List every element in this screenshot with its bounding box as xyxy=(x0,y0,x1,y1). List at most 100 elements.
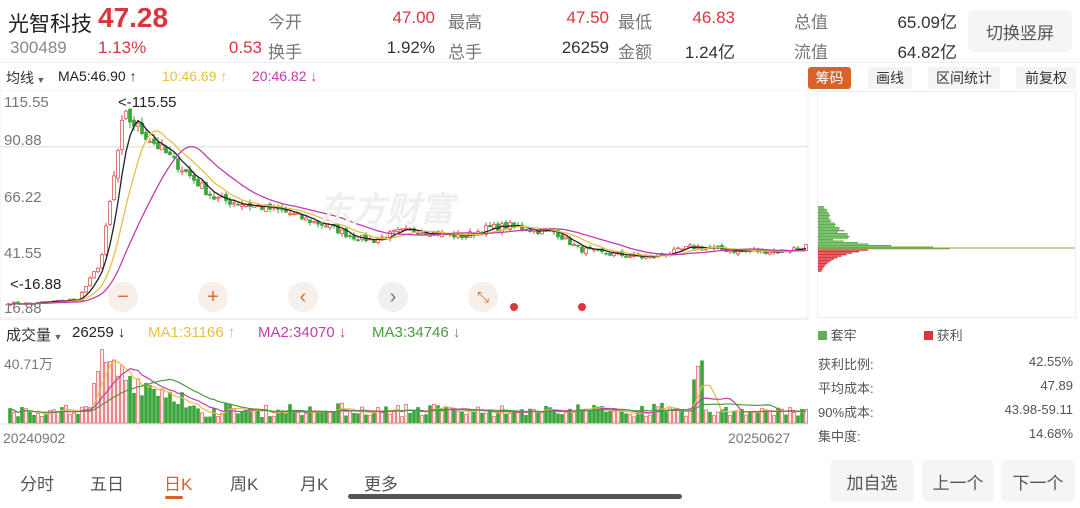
chip-trapped-bar xyxy=(818,207,825,209)
zoom-out-button[interactable]: − xyxy=(108,282,138,312)
y-tick-label: 16.88 xyxy=(4,300,42,317)
add-watchlist-button[interactable]: 加自选 xyxy=(830,460,914,502)
candle xyxy=(400,228,404,231)
candle xyxy=(792,247,796,251)
candlestick-chart[interactable] xyxy=(0,90,810,320)
high-marker: <-115.55 xyxy=(118,94,177,111)
stat-label: 最高 xyxy=(448,13,482,32)
chip-stat-row: 平均成本: 47.89 xyxy=(818,378,1073,396)
pan-left-button[interactable]: ‹ xyxy=(288,282,318,312)
volume-bar xyxy=(172,401,176,424)
volume-bar xyxy=(596,406,600,424)
chip-profit-bar xyxy=(818,255,842,257)
volume-bar xyxy=(464,414,468,424)
chip-trapped-bar xyxy=(818,213,830,215)
tab-1[interactable]: 五日 xyxy=(90,475,124,494)
previous-button[interactable]: 上一个 xyxy=(922,460,994,502)
volume-bar xyxy=(68,414,72,424)
tab-3[interactable]: 周K xyxy=(230,475,259,494)
candle xyxy=(608,252,612,256)
volume-bar xyxy=(84,406,88,424)
volume-bar xyxy=(220,413,224,424)
scrollbar[interactable] xyxy=(348,494,682,499)
volume-bar xyxy=(740,409,744,424)
candle xyxy=(340,229,344,234)
candle xyxy=(176,158,180,170)
end-date: 20250627 xyxy=(728,430,791,446)
volume-bar xyxy=(716,411,720,424)
volume-bar xyxy=(156,395,160,424)
stock-code: 300489 xyxy=(10,38,67,57)
range-stats-button[interactable]: 区间统计 xyxy=(928,67,1000,89)
volume-bar xyxy=(396,405,400,424)
stat-value: 64.82亿 xyxy=(897,43,957,62)
candle xyxy=(168,151,172,156)
volume-bar xyxy=(564,411,568,424)
volume-bar xyxy=(792,411,796,424)
chip-profit-bar xyxy=(818,269,823,271)
volume-value: 26259 ↓ xyxy=(72,324,126,341)
candle xyxy=(128,108,132,123)
volume-bar xyxy=(492,416,496,424)
draw-line-button[interactable]: 画线 xyxy=(868,67,912,89)
volume-bar xyxy=(112,359,116,424)
volume-bar xyxy=(52,409,56,424)
chip-profit-bar xyxy=(818,252,853,254)
volume-bar xyxy=(300,415,304,424)
volume-bar xyxy=(644,415,648,424)
volume-bar xyxy=(556,413,560,424)
volume-bar xyxy=(648,414,652,424)
volume-bar xyxy=(308,406,312,424)
volume-bar xyxy=(428,405,432,424)
pan-right-button[interactable]: › xyxy=(378,282,408,312)
candle xyxy=(644,256,648,259)
volume-bar xyxy=(176,404,180,424)
volume-bar xyxy=(636,412,640,424)
stat-value: 1.24亿 xyxy=(684,43,735,62)
volume-bar xyxy=(348,410,352,424)
volume-bar xyxy=(332,411,336,424)
volume-bar xyxy=(588,409,592,424)
candle xyxy=(288,213,292,216)
volume-bar xyxy=(656,406,660,424)
candle xyxy=(100,254,104,269)
adjust-button[interactable]: 前复权 xyxy=(1016,67,1076,89)
chip-trapped-bar xyxy=(818,219,832,221)
candle xyxy=(208,193,212,196)
tab-5[interactable]: 更多 xyxy=(364,475,398,494)
volume-bar xyxy=(356,413,360,424)
volume-bar xyxy=(784,414,788,424)
chip-trapped-bar xyxy=(818,233,848,235)
volume-ma-line xyxy=(9,378,807,414)
chip-profit-bar xyxy=(818,249,868,251)
volume-bar xyxy=(632,416,636,424)
volume-bar xyxy=(296,412,300,424)
volume-bar xyxy=(664,411,668,424)
stat-value: 47.00 xyxy=(392,8,435,27)
volume-bar xyxy=(756,411,760,424)
volume-bar xyxy=(660,402,664,424)
candle xyxy=(528,230,532,233)
tab-2[interactable]: 日K xyxy=(164,475,193,494)
tab-4[interactable]: 月K xyxy=(300,475,329,494)
candle xyxy=(184,169,188,172)
candle xyxy=(304,217,308,221)
y-tick-label: 90.88 xyxy=(4,132,42,149)
collapse-icon[interactable]: ⤡ xyxy=(468,282,498,312)
candle xyxy=(212,196,216,200)
zoom-in-button[interactable]: + xyxy=(198,282,228,312)
tab-0[interactable]: 分时 xyxy=(20,475,54,494)
ma-selector[interactable]: 均线 ▼ xyxy=(6,68,45,88)
candle xyxy=(88,277,92,287)
volume-bar xyxy=(748,411,752,424)
switch-portrait-button[interactable]: 切换竖屏 xyxy=(968,10,1072,52)
chips-tool-button[interactable]: 筹码 xyxy=(808,67,851,89)
volume-selector[interactable]: 成交量 ▼ xyxy=(6,327,63,344)
stat-label: 金额 xyxy=(618,43,652,62)
legend-profit: 获利 xyxy=(924,325,963,344)
candle xyxy=(420,231,424,234)
chip-profit-bar xyxy=(818,251,860,253)
volume-bar xyxy=(676,410,680,424)
candle xyxy=(96,267,100,273)
next-button[interactable]: 下一个 xyxy=(1001,460,1075,502)
